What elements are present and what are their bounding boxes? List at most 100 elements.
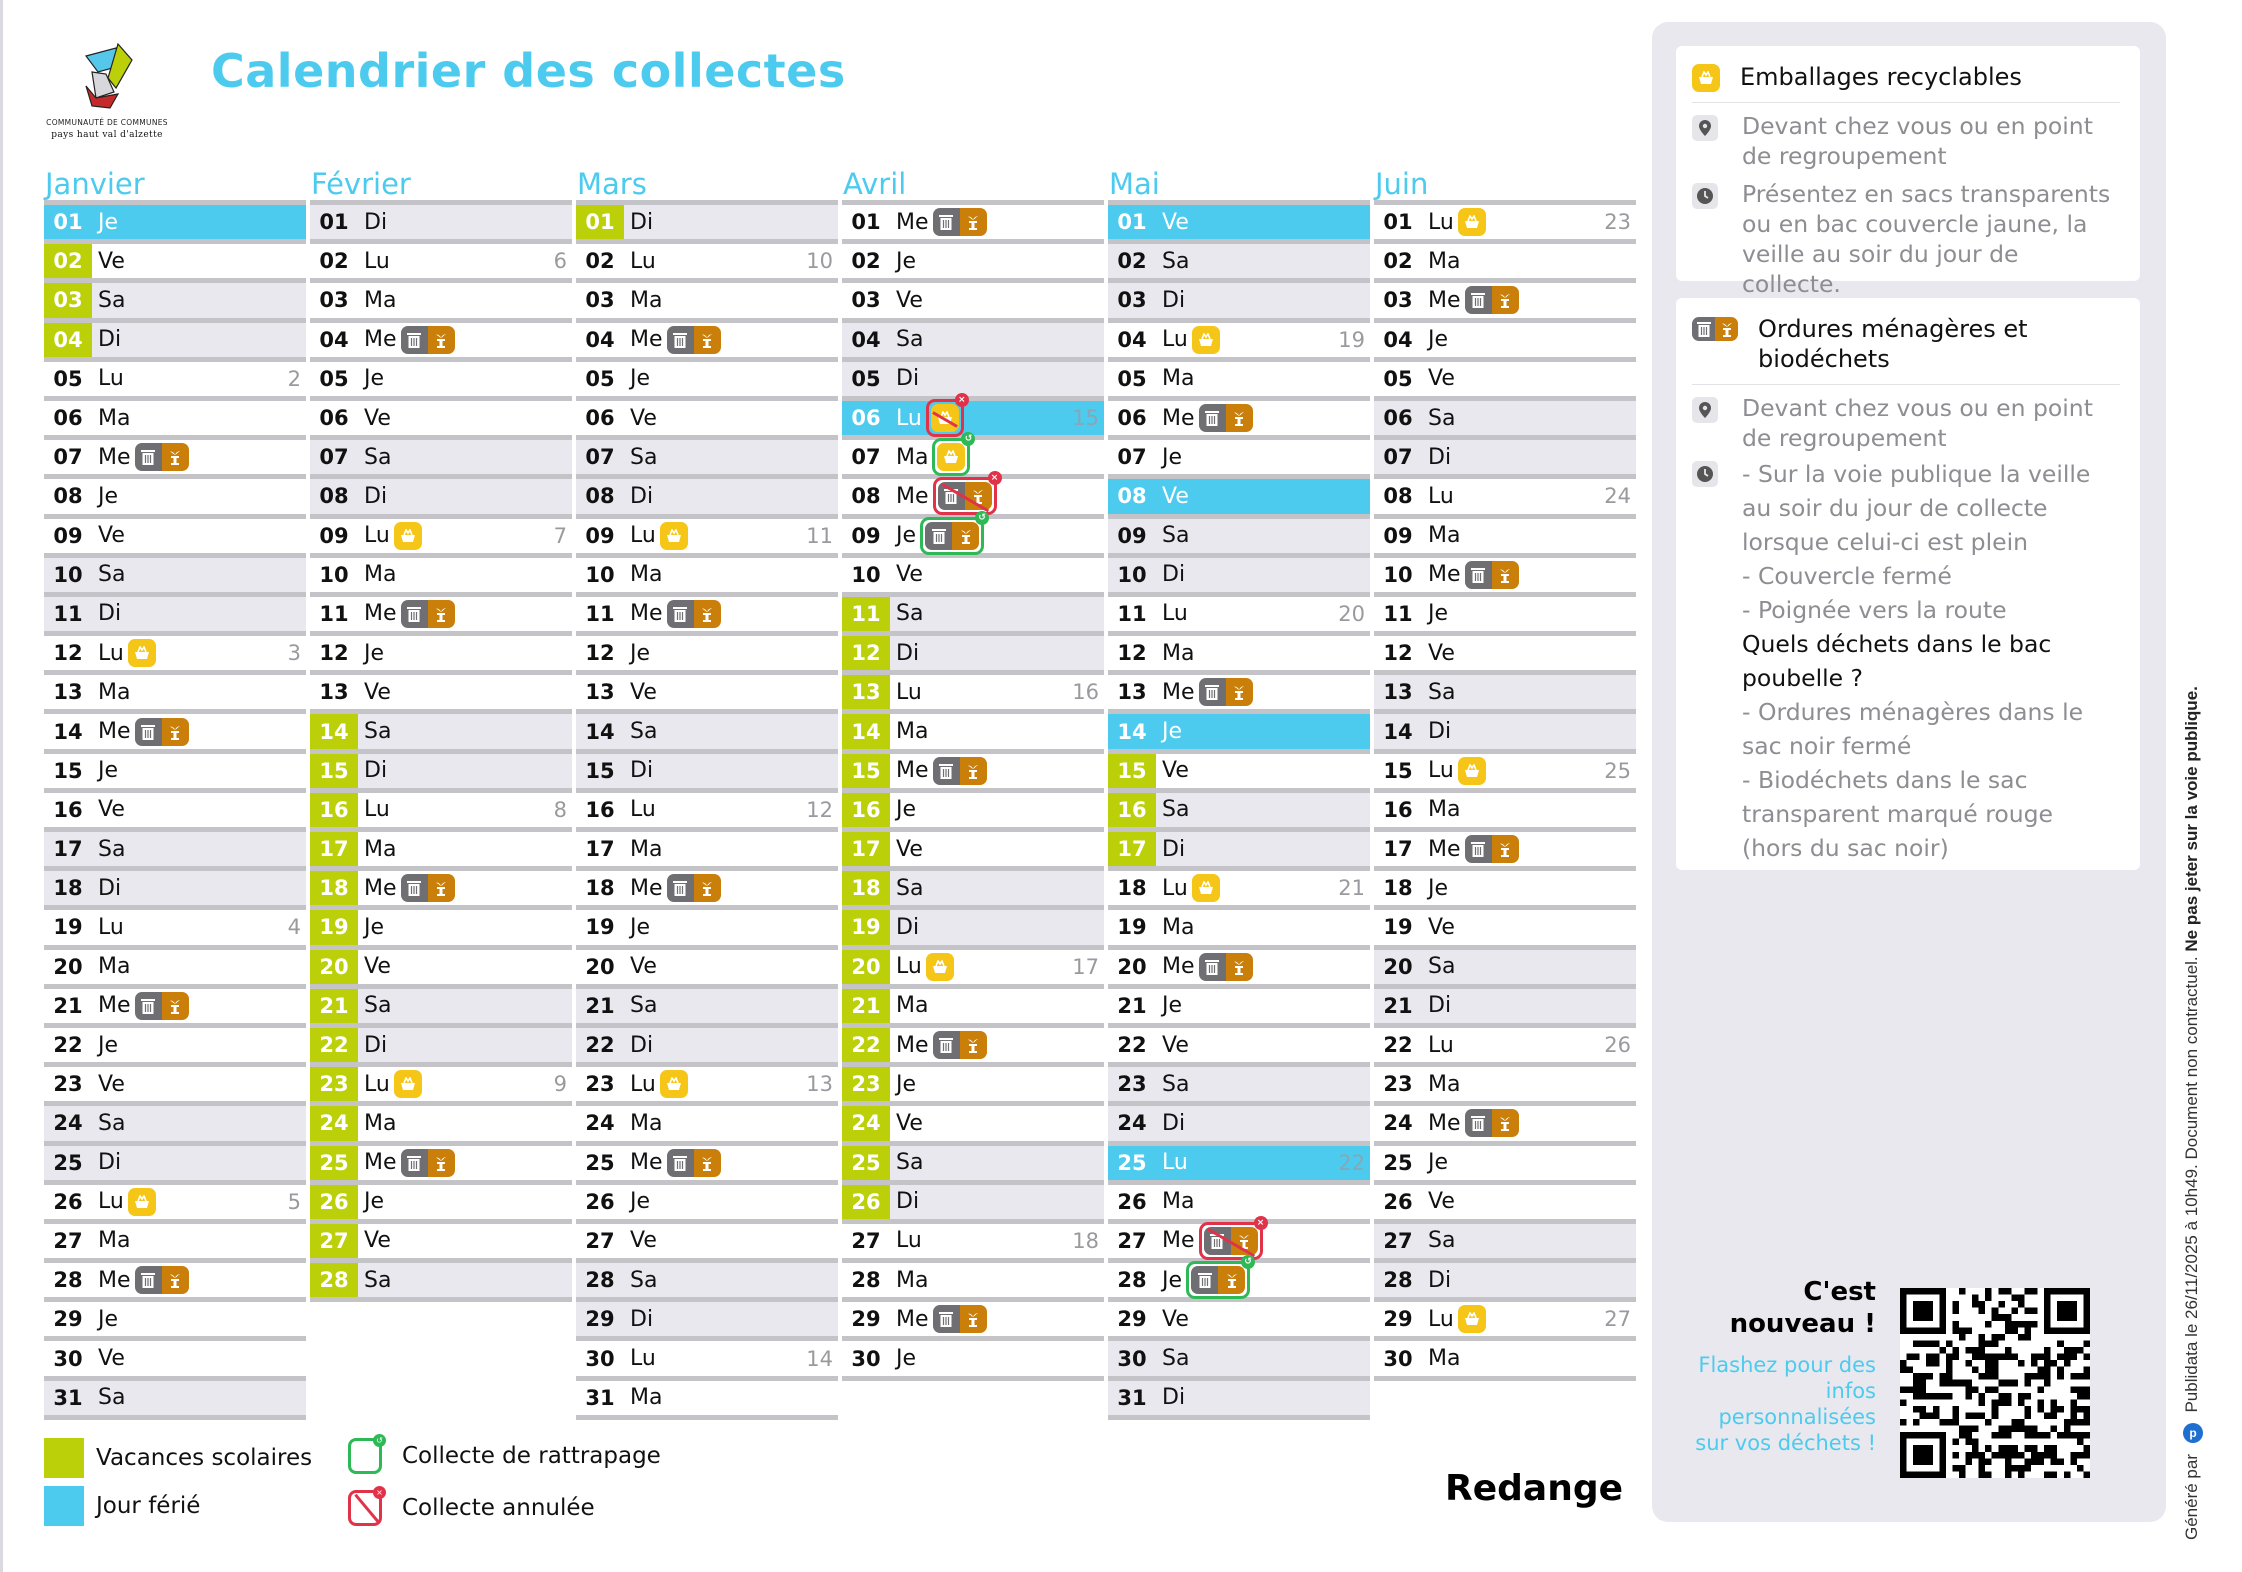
day-row: 18 Di — [44, 871, 306, 911]
collection-icons — [1457, 756, 1486, 785]
day-name: Ve — [630, 954, 657, 980]
ordures-biodechets-icon — [1198, 404, 1253, 433]
day-name: Di — [896, 914, 920, 940]
day-number: 23 — [585, 1072, 615, 1097]
day-row: 01 Di — [310, 205, 572, 245]
day-row: 25 Me — [576, 1145, 838, 1185]
legend-vacances: Vacances scolaires — [44, 1438, 312, 1478]
day-name: Lu — [630, 1346, 656, 1372]
day-row: 30 Lu 14 — [576, 1341, 838, 1381]
day-row: 24 Ma — [576, 1106, 838, 1146]
day-number: 26 — [842, 1184, 890, 1219]
day-name: Ve — [98, 1071, 125, 1097]
day-number: 29 — [1117, 1307, 1147, 1332]
day-row: 06 Me — [1108, 400, 1370, 441]
ordures-biodechets-icon — [400, 599, 455, 628]
day-row: 18 Sa — [842, 871, 1104, 911]
day-row: 15 Je — [44, 753, 306, 793]
day-name: Sa — [630, 444, 658, 470]
day-row: 27 Ve — [576, 1223, 838, 1264]
day-number: 24 — [1117, 1111, 1147, 1136]
day-name: Di — [1162, 562, 1186, 588]
collection-icons — [659, 1070, 688, 1099]
day-name: Me — [1428, 1110, 1461, 1136]
day-number: 07 — [53, 445, 83, 470]
day-row: 18 Je — [1374, 871, 1636, 911]
day-row: 05 Ma — [1108, 361, 1370, 401]
day-number: 04 — [851, 327, 881, 352]
day-name: Je — [98, 483, 119, 509]
legend-label: Vacances scolaires — [96, 1445, 313, 1471]
day-number: 04 — [1117, 327, 1147, 352]
day-row: 29 Me — [842, 1302, 1104, 1342]
emballages-icon — [1692, 64, 1720, 92]
card-emballages: Emballages recyclables Devant chez vous … — [1676, 46, 2140, 298]
emballages-icon — [1457, 1305, 1486, 1334]
day-number: 28 — [53, 1268, 83, 1293]
day-row: 26 Je — [576, 1184, 838, 1224]
day-number: 06 — [53, 406, 83, 431]
day-number: 06 — [585, 406, 615, 431]
day-number: 17 — [1108, 832, 1156, 867]
month-janvier: Janvier 01 Je 02 Ve 03 Sa 04 Di 05 Lu 2 06 Ma 07 Me 08 Je… — [44, 162, 310, 1420]
day-name: Me — [630, 327, 663, 353]
day-name: Me — [896, 483, 929, 509]
day-number: 11 — [842, 596, 890, 632]
day-name: Ma — [896, 444, 929, 470]
day-number: 31 — [585, 1385, 615, 1410]
day-name: Di — [364, 483, 388, 509]
day-name: Sa — [630, 993, 658, 1019]
day-row: 20 Ma — [44, 949, 306, 989]
day-row: 11 Me — [310, 596, 572, 637]
day-number: 28 — [310, 1263, 358, 1298]
day-number: 10 — [53, 562, 83, 587]
day-row: 26 Lu 5 — [44, 1184, 306, 1224]
day-number: 28 — [1117, 1268, 1147, 1293]
day-row: 21 Me — [44, 988, 306, 1028]
day-row: 08 Di — [310, 479, 572, 519]
day-name: Lu — [1428, 483, 1454, 509]
day-number: 07 — [585, 445, 615, 470]
day-number: 03 — [44, 283, 92, 318]
day-name: Me — [364, 601, 397, 627]
ordures-biodechets-icon — [134, 717, 189, 746]
collection-icons — [666, 1148, 721, 1177]
legend-annulee: × Collecte annulée — [348, 1486, 595, 1526]
qr-code[interactable] — [1900, 1288, 2090, 1478]
day-name: Ma — [896, 1267, 929, 1293]
month-name: Mars — [577, 167, 647, 201]
day-name: Sa — [98, 562, 126, 588]
day-name: Di — [364, 209, 388, 235]
day-number: 06 — [1383, 406, 1413, 431]
day-name: Ve — [630, 405, 657, 431]
day-number: 15 — [310, 753, 358, 788]
day-row: 11 Di — [44, 596, 306, 637]
day-number: 03 — [585, 288, 615, 313]
week-number: 12 — [806, 797, 833, 822]
day-name: Sa — [896, 601, 924, 627]
month-juin: Juin 01 Lu 23 02 Ma 03 Me 04 Je 05 Ve 06 Sa 07 Di 08 Lu 24… — [1374, 162, 1640, 1420]
month-mai: Mai 01 Ve 02 Sa 03 Di 04 Lu 19 05 Ma 06 Me 07 Je 08 Ve 09 S… — [1108, 162, 1374, 1420]
day-row: 08 Ve — [1108, 479, 1370, 519]
week-number: 18 — [1072, 1228, 1099, 1253]
vacances-swatch — [44, 1438, 84, 1478]
day-name: Ve — [1428, 914, 1455, 940]
day-number: 02 — [319, 249, 349, 274]
day-row: 23 Je — [842, 1067, 1104, 1107]
day-number: 09 — [851, 523, 881, 548]
day-number: 14 — [585, 719, 615, 744]
week-number: 25 — [1604, 758, 1631, 783]
day-name: Je — [364, 914, 385, 940]
day-number: 30 — [53, 1346, 83, 1371]
day-name: Lu — [364, 797, 390, 823]
day-name: Sa — [1162, 248, 1190, 274]
answer-line: - Biodéchets dans le sac transparent mar… — [1742, 766, 2053, 862]
day-number: 02 — [44, 244, 92, 279]
day-row: 28 Me — [44, 1263, 306, 1303]
day-name: Lu — [630, 248, 656, 274]
day-name: Sa — [98, 836, 126, 862]
day-name: Me — [896, 758, 929, 784]
day-number: 30 — [585, 1346, 615, 1371]
logo-text-line2: pays haut val d'alzette — [51, 130, 163, 140]
day-row: 05 Lu 2 — [44, 361, 306, 401]
